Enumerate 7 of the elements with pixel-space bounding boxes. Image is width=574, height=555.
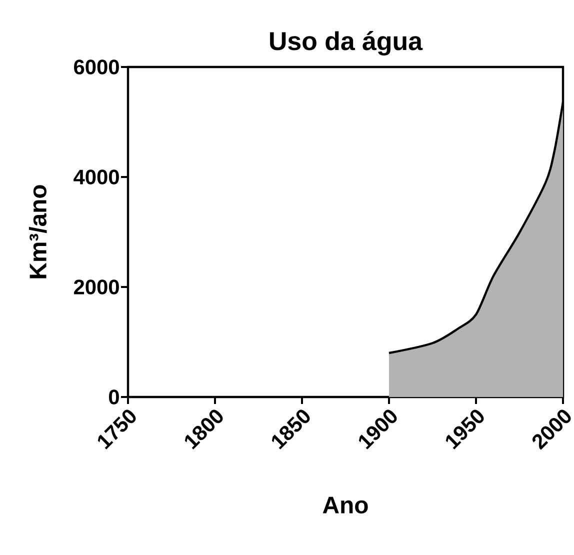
y-axis-title: Km³/ano — [28, 185, 47, 278]
y-tick-label: 4000 — [74, 170, 119, 184]
y-tick-label: 2000 — [74, 280, 119, 294]
chart-title: Uso da água — [270, 31, 423, 56]
x-axis-title: Ano — [322, 496, 368, 514]
y-tick-label: 6000 — [74, 60, 119, 74]
y-tick-label: 0 — [108, 390, 119, 404]
